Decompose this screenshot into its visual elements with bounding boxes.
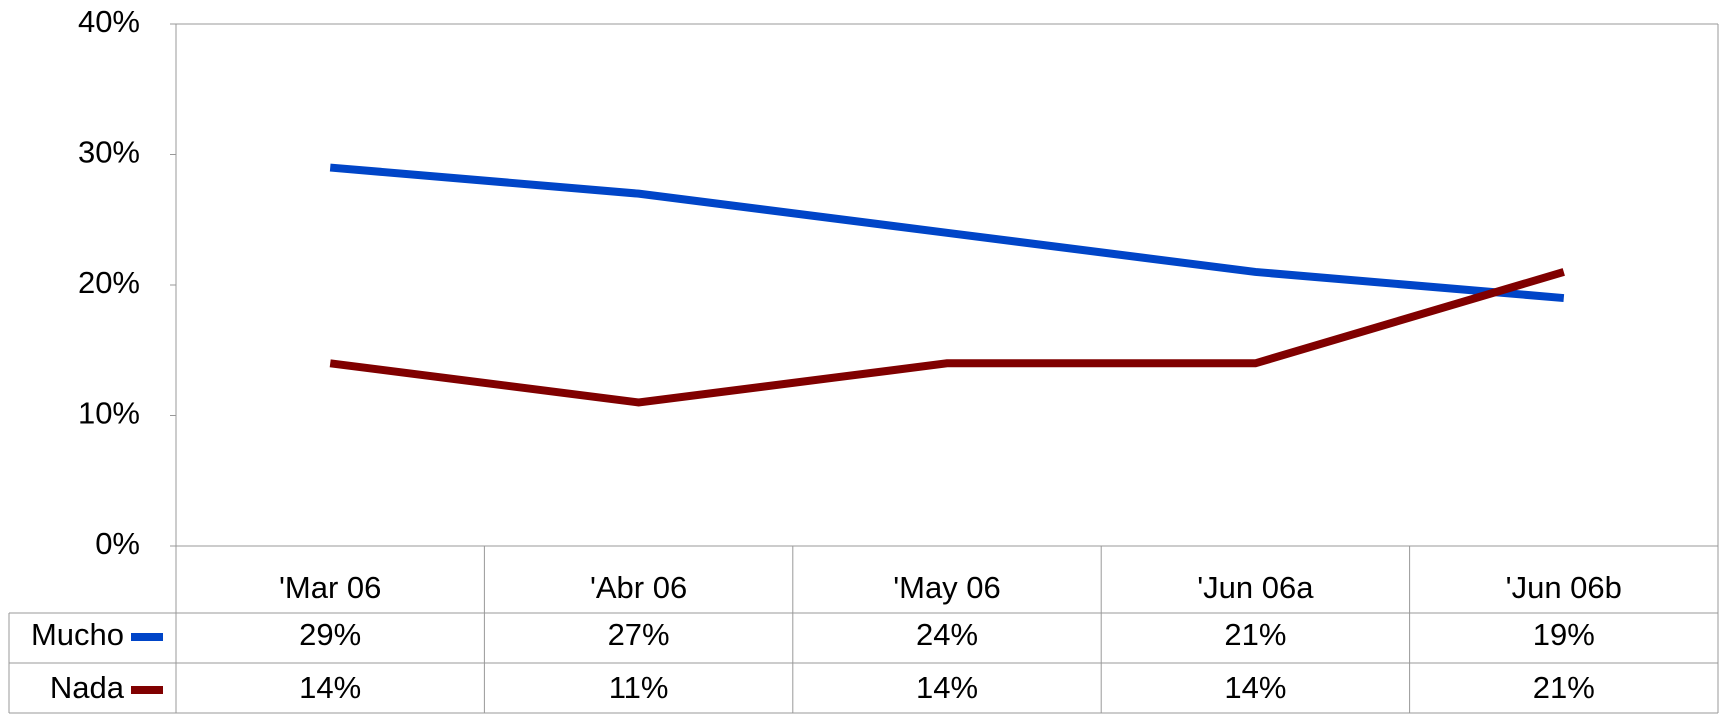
x-tick-label: 'Jun 06a [1197,570,1314,605]
data-label: 24% [916,617,978,652]
series-line [329,268,1565,407]
data-label: 27% [608,617,670,652]
data-label: 14% [916,670,978,705]
data-label: 21% [1224,617,1286,652]
legend-label: Nada [50,670,125,705]
x-tick-label: 'May 06 [893,570,1001,605]
y-tick-label: 20% [78,265,140,300]
series-line [329,163,1565,303]
data-label: 19% [1533,617,1595,652]
x-tick-label: 'Mar 06 [279,570,381,605]
y-tick-label: 30% [78,135,140,170]
x-tick-label: 'Abr 06 [590,570,687,605]
data-label: 11% [609,670,669,705]
data-label: 29% [299,617,361,652]
data-label: 14% [299,670,361,705]
y-tick-label: 10% [78,396,140,431]
y-tick-label: 0% [95,526,140,561]
x-tick-label: 'Jun 06b [1506,570,1622,605]
y-tick-label: 40% [78,4,140,39]
data-label: 14% [1224,670,1286,705]
data-label: 21% [1533,670,1595,705]
legend-label: Mucho [31,617,124,652]
